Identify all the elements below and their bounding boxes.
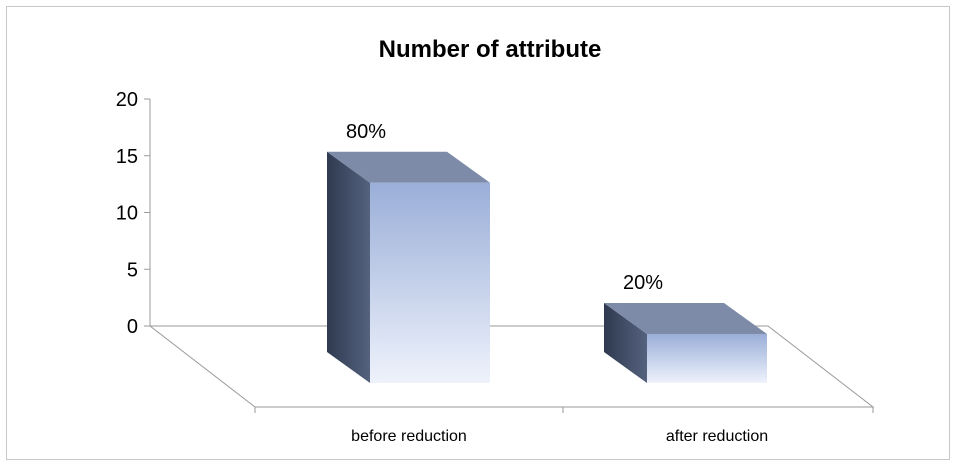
bar — [370, 182, 490, 383]
bar — [647, 333, 767, 383]
chart-title: Number of attribute — [379, 36, 602, 63]
bar-side — [604, 302, 647, 383]
axes: 0 5 10 15 20 — [116, 89, 875, 413]
y-tick-label: 5 — [127, 259, 138, 281]
bar-top — [327, 151, 490, 183]
bars — [327, 151, 767, 383]
bar-side — [327, 151, 370, 383]
y-tick-label: 10 — [116, 203, 138, 225]
labels: 80% before reduction 20% after reduction — [346, 121, 768, 445]
y-tick-label: 20 — [116, 89, 138, 111]
data-label: 80% — [346, 121, 386, 143]
data-label: 20% — [623, 272, 663, 294]
bar-top — [604, 302, 767, 334]
y-tick-label: 15 — [116, 146, 138, 168]
x-tick-label: after reduction — [666, 428, 768, 445]
x-tick-label: before reduction — [351, 428, 467, 445]
y-tick-label: 0 — [127, 316, 138, 338]
